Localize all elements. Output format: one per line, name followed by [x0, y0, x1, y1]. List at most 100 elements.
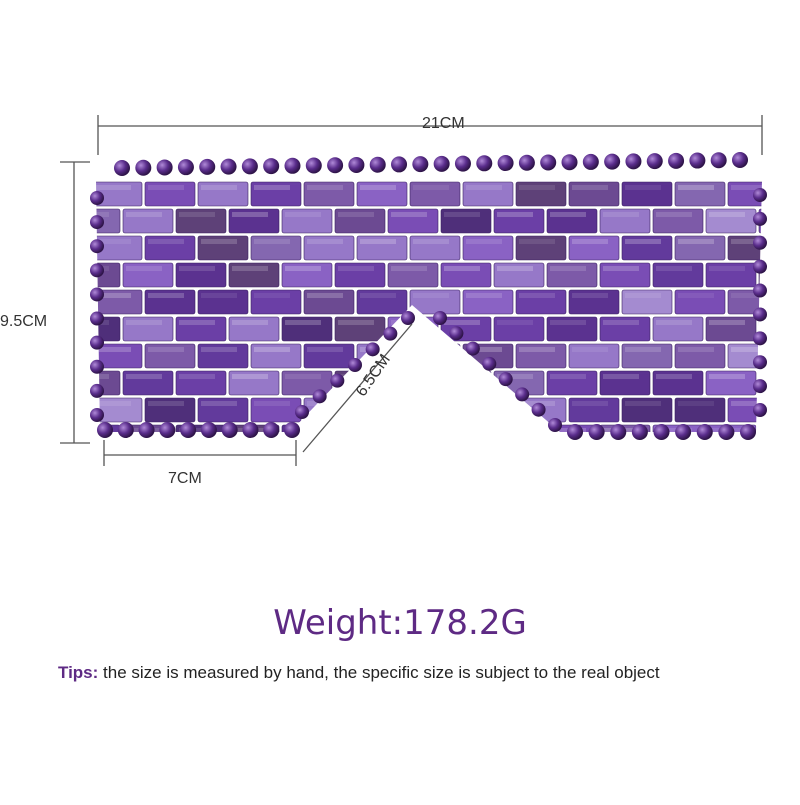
stone-brick: [250, 289, 302, 315]
stone-brick: [250, 181, 302, 207]
stone-brick: [228, 316, 280, 342]
stone-highlight: [762, 212, 798, 217]
stone-highlight: [96, 374, 109, 379]
bead: [90, 359, 104, 374]
bead: [284, 422, 300, 438]
stone-highlight: [413, 293, 449, 298]
stone-highlight: [550, 212, 586, 217]
stone-highlight: [338, 266, 374, 271]
bead: [117, 422, 134, 438]
stone-highlight: [603, 212, 639, 217]
bead: [497, 155, 514, 172]
stone-brick: [96, 289, 143, 315]
stone-brick: [96, 370, 121, 396]
stone-highlight: [678, 293, 714, 298]
stone-highlight: [731, 347, 762, 352]
stone-highlight: [391, 374, 427, 379]
stone-highlight: [519, 347, 555, 352]
stone-highlight: [148, 347, 184, 352]
stone-brick: [727, 289, 762, 315]
stone-highlight: [497, 320, 533, 325]
stone-brick: [303, 235, 355, 261]
stone-brick: [493, 316, 545, 342]
stone-brick: [652, 370, 704, 396]
bead: [90, 311, 104, 326]
bead: [159, 422, 176, 438]
stone-brick: [96, 208, 121, 234]
stone-highlight: [678, 185, 714, 190]
stone-brick: [356, 289, 408, 315]
bead: [588, 424, 605, 440]
stone-brick: [599, 316, 651, 342]
bead: [675, 424, 692, 440]
stone-highlight: [519, 185, 555, 190]
stone-brick: [250, 235, 302, 261]
stone-brick: [462, 235, 514, 261]
bead: [156, 159, 173, 176]
bead: [753, 331, 767, 346]
stone-highlight: [656, 374, 692, 379]
bead: [515, 387, 530, 402]
bead: [498, 372, 513, 387]
stone-highlight: [360, 401, 396, 406]
stone-brick: [228, 262, 280, 288]
stone-brick: [621, 343, 673, 369]
diagonal-dimension-line: [302, 323, 413, 453]
stone-highlight: [572, 239, 608, 244]
stone-highlight: [413, 185, 449, 190]
stone-highlight: [709, 374, 745, 379]
stone-brick: [462, 181, 514, 207]
stone-highlight: [179, 266, 215, 271]
stone-highlight: [762, 320, 798, 325]
stone-highlight: [625, 401, 661, 406]
bead: [90, 408, 104, 422]
bead: [220, 158, 237, 175]
stone-brick: [334, 316, 386, 342]
bead: [753, 379, 767, 394]
bead: [90, 287, 104, 302]
bead: [582, 153, 599, 170]
stone-brick: [546, 370, 598, 396]
bead: [90, 215, 104, 230]
stone-brick: [228, 370, 280, 396]
stone-highlight: [625, 185, 661, 190]
stone-highlight: [603, 266, 639, 271]
bead: [740, 424, 756, 440]
bead: [449, 326, 464, 341]
stone-highlight: [731, 293, 762, 298]
stone-highlight: [625, 293, 661, 298]
width-label: 21CM: [422, 115, 465, 132]
stone-highlight: [254, 185, 290, 190]
stone-brick: [621, 397, 673, 423]
stone-highlight: [126, 212, 162, 217]
bottom-edge-label: 7CM: [168, 470, 202, 487]
stone-brick: [462, 397, 514, 423]
stone-brick: [356, 397, 408, 423]
stone-brick: [197, 343, 249, 369]
stone-highlight: [307, 293, 343, 298]
bead: [753, 355, 767, 370]
bead: [90, 335, 104, 350]
stone-brick: [387, 370, 439, 396]
stone-brick: [303, 289, 355, 315]
stone-brick: [705, 316, 757, 342]
bead: [561, 154, 578, 171]
stone-highlight: [572, 347, 608, 352]
stone-highlight: [762, 374, 798, 379]
stone-brick: [568, 235, 620, 261]
stone-brick: [122, 370, 174, 396]
bead: [295, 405, 309, 419]
stone-highlight: [360, 239, 396, 244]
stone-highlight: [232, 212, 268, 217]
bead: [284, 157, 301, 174]
stone-highlight: [338, 428, 374, 432]
stone-highlight: [201, 239, 237, 244]
stone-brick: [197, 397, 249, 423]
bead: [753, 403, 767, 417]
stone-brick: [599, 370, 651, 396]
stone-highlight: [179, 320, 215, 325]
stone-brick: [546, 208, 598, 234]
stone-highlight: [338, 212, 374, 217]
stone-brick: [303, 181, 355, 207]
stone-brick: [727, 181, 762, 207]
